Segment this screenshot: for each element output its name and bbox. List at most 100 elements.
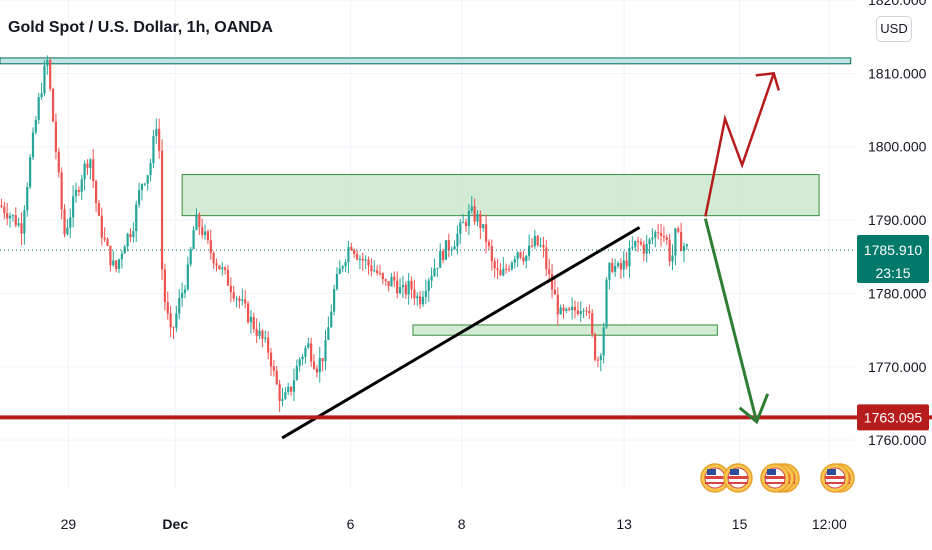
candle-body bbox=[493, 261, 496, 269]
candle-body bbox=[43, 65, 46, 94]
candle-body bbox=[315, 368, 318, 373]
candle-body bbox=[657, 232, 660, 234]
candle-body bbox=[31, 132, 35, 158]
economic-events[interactable] bbox=[700, 463, 855, 493]
candle-body bbox=[6, 213, 9, 219]
candle-body bbox=[636, 240, 640, 242]
candle-body bbox=[507, 268, 511, 270]
candle-body bbox=[444, 240, 448, 260]
us-flag-icon[interactable] bbox=[723, 463, 753, 493]
price-tick-label: 1790.000 bbox=[868, 212, 927, 228]
candle-body bbox=[312, 361, 316, 369]
candle-body bbox=[361, 258, 364, 261]
time-tick-label: 12:00 bbox=[812, 516, 847, 532]
candle-body bbox=[631, 247, 634, 249]
time-axis[interactable]: 29 Dec 6 8 13 15 12:00 bbox=[61, 516, 847, 532]
us-flag-icon[interactable] bbox=[760, 463, 790, 493]
price-tick-label: 1760.000 bbox=[868, 432, 927, 448]
candle-body bbox=[459, 222, 462, 234]
candle-body bbox=[152, 136, 155, 164]
candle-body bbox=[183, 289, 187, 293]
candle-body bbox=[608, 263, 611, 280]
candle-body bbox=[393, 276, 396, 281]
time-tick-label: Dec bbox=[162, 516, 188, 532]
candle-body bbox=[267, 337, 270, 353]
us-flag-icon[interactable] bbox=[820, 463, 850, 493]
candle-body bbox=[289, 386, 293, 392]
candle-body bbox=[203, 231, 207, 235]
candle-body bbox=[295, 365, 298, 381]
candle-body bbox=[89, 159, 92, 168]
candle-body bbox=[404, 284, 407, 295]
candle-body bbox=[166, 302, 169, 314]
candle-body bbox=[226, 269, 230, 286]
candle-body bbox=[158, 129, 161, 151]
candle-body bbox=[235, 298, 238, 300]
price-tick-label: 1770.000 bbox=[868, 359, 927, 375]
candle-body bbox=[616, 263, 620, 267]
candle-body bbox=[353, 249, 356, 255]
candle-body bbox=[536, 235, 539, 246]
candle-body bbox=[324, 340, 327, 362]
candle-body bbox=[533, 235, 536, 247]
flag-canton bbox=[707, 469, 716, 475]
candle-body bbox=[651, 237, 654, 240]
candle-body bbox=[433, 268, 436, 276]
chart-grid bbox=[0, 0, 855, 490]
time-tick-label: 6 bbox=[347, 516, 355, 532]
price-tick-label: 1820.000 bbox=[868, 0, 927, 8]
candle-body bbox=[482, 224, 485, 229]
flag-stripe bbox=[728, 476, 748, 479]
candle-body bbox=[680, 231, 683, 252]
candle-body bbox=[212, 252, 215, 264]
candle-body bbox=[72, 196, 75, 218]
us-flag-icon[interactable] bbox=[700, 463, 730, 493]
candle-body bbox=[258, 330, 261, 336]
top-resistance-band bbox=[0, 57, 852, 65]
candle-body bbox=[539, 245, 542, 247]
currency-button[interactable]: USD bbox=[876, 16, 912, 42]
candle-body bbox=[17, 223, 20, 226]
support-price-value: 1763.095 bbox=[864, 409, 923, 425]
candle-body bbox=[502, 268, 505, 276]
candle-body bbox=[57, 151, 60, 173]
candle-body bbox=[367, 259, 370, 266]
candle-body bbox=[473, 206, 476, 222]
candle-body bbox=[115, 260, 118, 270]
candle-body bbox=[427, 280, 430, 291]
candle-body bbox=[682, 246, 686, 252]
candle-body bbox=[645, 244, 648, 254]
candle-body bbox=[137, 190, 141, 205]
candle-body bbox=[614, 266, 617, 272]
candle-body bbox=[298, 359, 301, 366]
candle-body bbox=[456, 233, 459, 247]
candle-body bbox=[639, 241, 643, 245]
candle-body bbox=[186, 264, 189, 290]
candle-body bbox=[373, 270, 376, 272]
candle-body bbox=[479, 214, 482, 229]
candle-body bbox=[556, 294, 559, 315]
candle-body bbox=[350, 246, 353, 250]
price-axis[interactable]: 1760.000 1770.000 1780.000 1790.000 1800.000… bbox=[868, 0, 927, 448]
candle-body bbox=[436, 267, 439, 269]
candle-body bbox=[573, 306, 577, 311]
candle-body bbox=[74, 189, 78, 197]
candle-body bbox=[410, 281, 413, 290]
candle-body bbox=[605, 279, 608, 328]
chart-title: Gold Spot / U.S. Dollar, 1h, OANDA bbox=[8, 19, 273, 36]
candle-body bbox=[593, 333, 597, 360]
candle-body bbox=[8, 215, 12, 219]
candle-body bbox=[522, 257, 525, 262]
flag-stripe bbox=[765, 476, 785, 479]
candle-body bbox=[327, 327, 330, 341]
candle-body bbox=[310, 343, 313, 362]
candle-body bbox=[596, 359, 600, 361]
candle-body bbox=[358, 258, 362, 260]
candle-body bbox=[384, 279, 387, 282]
candle-body bbox=[106, 239, 109, 246]
candle-body bbox=[241, 299, 244, 301]
candle-body bbox=[516, 252, 519, 260]
candle-body bbox=[462, 222, 465, 224]
candle-body bbox=[135, 204, 138, 232]
